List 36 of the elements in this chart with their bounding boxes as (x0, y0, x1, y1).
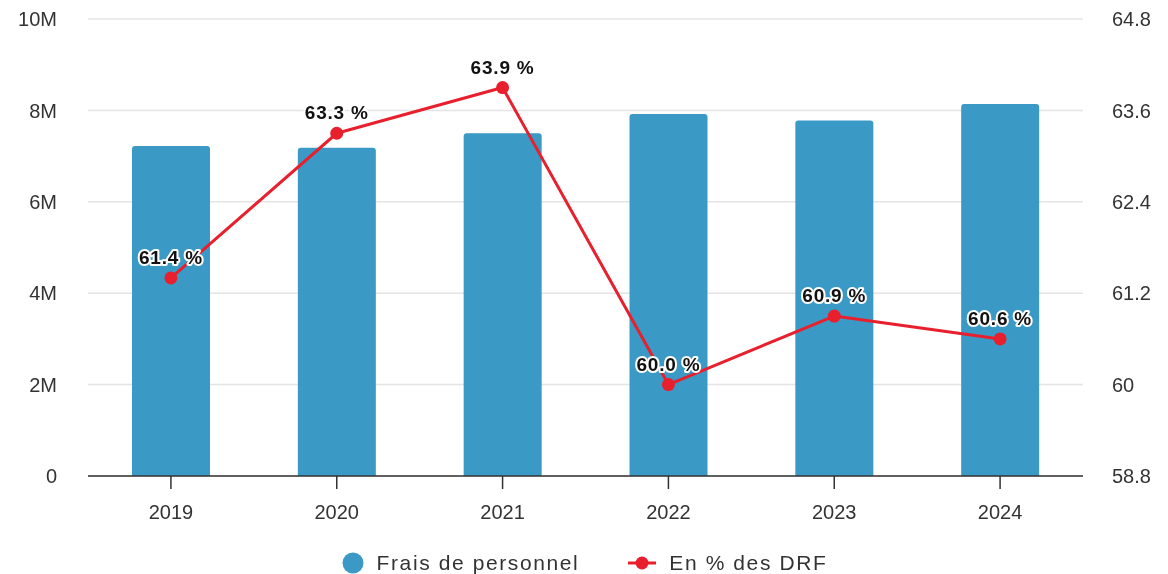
y-tick-label: 0 (45, 465, 57, 488)
bar (795, 120, 874, 476)
x-tick-label: 2021 (480, 501, 525, 524)
data-label: 60.6 % (968, 307, 1033, 329)
y2-tick-label: 64.8 (1112, 8, 1151, 31)
y2-tick-label: 63.6 (1112, 99, 1151, 122)
point (496, 81, 510, 95)
y-tick-label: 4M (29, 282, 57, 305)
x-tick-label: 2020 (314, 501, 359, 524)
point (661, 378, 675, 392)
point (330, 126, 344, 140)
x-tick-label: 2019 (148, 501, 194, 524)
data-label: 60.9 % (802, 285, 867, 307)
point (993, 332, 1007, 346)
point (827, 309, 841, 323)
y-tick-label: 8M (29, 99, 57, 122)
bar (297, 147, 376, 476)
x-tick-label: 2023 (812, 501, 857, 524)
bar (132, 146, 210, 476)
y-tick-label: 10M (18, 8, 57, 31)
bar (463, 133, 542, 476)
point (164, 271, 178, 285)
legend-label: Frais de personnel (376, 551, 580, 574)
y2-tick-label: 62.4 (1112, 190, 1151, 213)
data-label: 63.9 % (470, 56, 535, 78)
y-tick-label: 6M (29, 190, 57, 213)
y2-tick-label: 61.2 (1112, 282, 1151, 305)
y2-tick-label: 58.8 (1112, 465, 1151, 488)
bar (961, 104, 1040, 476)
x-tick-label: 2022 (646, 501, 691, 524)
bar (629, 114, 708, 476)
data-label: 63.3 % (304, 102, 369, 124)
x-tick-label: 2024 (977, 501, 1023, 524)
y-tick-label: 2M (29, 373, 57, 396)
y2-tick-label: 60 (1112, 373, 1135, 396)
legend-label: En % des DRF (669, 551, 828, 574)
